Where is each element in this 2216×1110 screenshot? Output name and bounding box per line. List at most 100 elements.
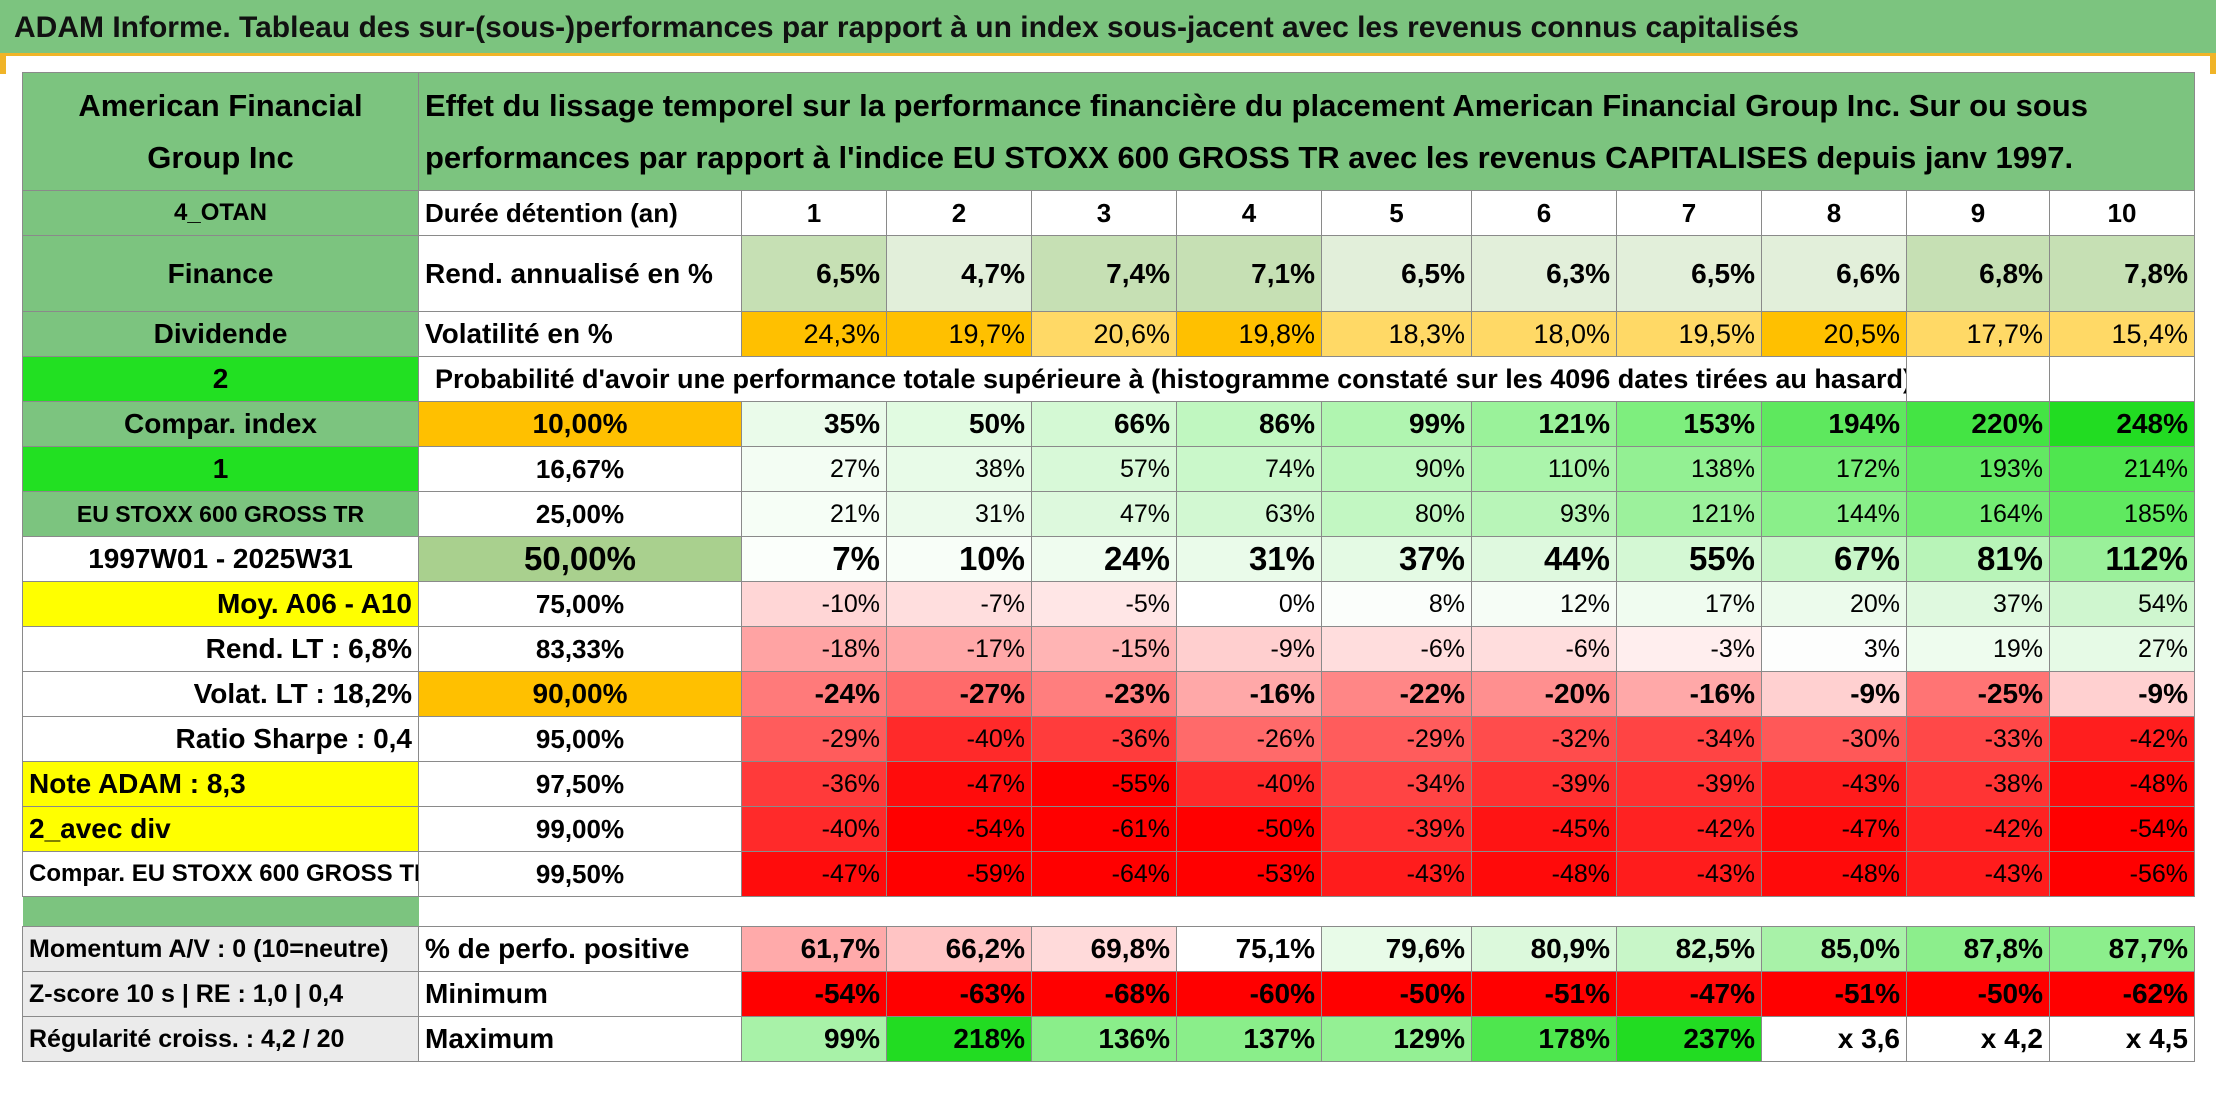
volatility-cell: 18,3%	[1321, 311, 1472, 357]
row-label: Volatilité en %	[418, 311, 742, 357]
quantile-value: -34%	[1321, 761, 1472, 807]
quantile-value: -10%	[741, 581, 887, 627]
spacer-cell	[1907, 897, 2050, 927]
stats-value: x 4,2	[1906, 1016, 2050, 1062]
quantile-value: -56%	[2049, 851, 2195, 897]
duration-header: 8	[1761, 190, 1907, 236]
header-row: American Financial Group Inc Effet du li…	[22, 72, 2195, 191]
stats-value: 79,6%	[1321, 926, 1472, 972]
row-label: Maximum	[418, 1016, 742, 1062]
stats-value: 61,7%	[741, 926, 887, 972]
stats-value: 85,0%	[1761, 926, 1907, 972]
quantile-value: -48%	[1761, 851, 1907, 897]
stats-value: -60%	[1176, 971, 1322, 1017]
quantile-value: 138%	[1616, 446, 1762, 492]
quantile-value: -39%	[1616, 761, 1762, 807]
quantile-value: 80%	[1321, 491, 1472, 537]
quantile-value: -36%	[1031, 716, 1177, 762]
side-label: Compar. index	[22, 401, 419, 447]
stats-value: 178%	[1471, 1016, 1617, 1062]
quantile-value: 194%	[1761, 401, 1907, 447]
quantile-value: 50%	[886, 401, 1032, 447]
stats-value: -47%	[1616, 971, 1762, 1017]
return-cell: 7,8%	[2049, 235, 2195, 312]
volatility-cell: 19,8%	[1176, 311, 1322, 357]
quantile-value: 0%	[1176, 581, 1322, 627]
quantile-value: -29%	[1321, 716, 1472, 762]
side-label: Finance	[22, 235, 419, 312]
quantile-value: -48%	[1471, 851, 1617, 897]
quantile-value: -47%	[886, 761, 1032, 807]
quantile-row: 1997W01 - 2025W31 50,00% 7% 10% 24% 31% 37% 44%…	[22, 536, 2195, 582]
quantile-value: 66%	[1031, 401, 1177, 447]
quantile-value: 121%	[1616, 491, 1762, 537]
duration-header: 10	[2049, 190, 2195, 236]
quantile-percent: 16,67%	[418, 446, 742, 492]
duration-header: 3	[1031, 190, 1177, 236]
side-label: Rend. LT : 6,8%	[22, 626, 419, 672]
stats-value: 237%	[1616, 1016, 1762, 1062]
quantile-value: 10%	[886, 536, 1032, 582]
side-label: Moy. A06 - A10	[22, 581, 419, 627]
side-label: 2	[22, 356, 419, 402]
quantile-percent: 99,50%	[418, 851, 742, 897]
side-label: 1997W01 - 2025W31	[22, 536, 419, 582]
quantile-value: -39%	[1321, 806, 1472, 852]
quantile-value: 19%	[1906, 626, 2050, 672]
stats-row: Z-score 10 s | RE : 1,0 | 0,4 Minimum -54%…	[22, 971, 2195, 1017]
quantile-value: 67%	[1761, 536, 1907, 582]
volatility-row: Dividende Volatilité en % 24,3% 19,7% 20,6% 1…	[22, 311, 2195, 357]
quantile-value: -5%	[1031, 581, 1177, 627]
probability-caption: Probabilité d'avoir une performance tota…	[418, 356, 1907, 402]
spacer-cell	[1617, 897, 1762, 927]
quantile-value: 7%	[741, 536, 887, 582]
quantile-row: Rend. LT : 6,8% 83,33% -18% -17% -15% -9% -6% -…	[22, 626, 2195, 672]
quantile-row: EU STOXX 600 GROSS TR 25,00% 21% 31% 47% 63% 8…	[22, 491, 2195, 537]
quantile-value: -6%	[1321, 626, 1472, 672]
row-label: Rend. annualisé en %	[418, 235, 742, 312]
quantile-row: Volat. LT : 18,2% 90,00% -24% -27% -23% -16% -…	[22, 671, 2195, 717]
quantile-value: -7%	[886, 581, 1032, 627]
return-cell: 6,8%	[1906, 235, 2050, 312]
quantile-value: -26%	[1176, 716, 1322, 762]
quantile-value: 172%	[1761, 446, 1907, 492]
side-label: Z-score 10 s | RE : 1,0 | 0,4	[22, 971, 419, 1017]
quantile-row: Compar. index 10,00% 35% 50% 66% 86% 99% 121% 15…	[22, 401, 2195, 447]
quantile-value: -50%	[1176, 806, 1322, 852]
performance-table: American Financial Group Inc Effet du li…	[22, 72, 2195, 1062]
stats-value: x 3,6	[1761, 1016, 1907, 1062]
spacer-cell	[419, 897, 742, 927]
quantile-value: -20%	[1471, 671, 1617, 717]
quantile-value: -3%	[1616, 626, 1762, 672]
stats-value: 99%	[741, 1016, 887, 1062]
quantile-value: -33%	[1906, 716, 2050, 762]
quantile-row: Note ADAM : 8,3 97,50% -36% -47% -55% -40% -34…	[22, 761, 2195, 807]
duration-header: 5	[1321, 190, 1472, 236]
stats-value: -51%	[1471, 971, 1617, 1017]
quantile-value: 17%	[1616, 581, 1762, 627]
table-description: Effet du lissage temporel sur la perform…	[418, 72, 2195, 191]
quantile-value: 27%	[2049, 626, 2195, 672]
quantile-value: -34%	[1616, 716, 1762, 762]
quantile-value: 24%	[1031, 536, 1177, 582]
stats-row: Régularité croiss. : 4,2 / 20 Maximum 99% 2…	[22, 1016, 2195, 1062]
quantile-value: 214%	[2049, 446, 2195, 492]
quantile-value: -38%	[1906, 761, 2050, 807]
quantile-value: -55%	[1031, 761, 1177, 807]
quantile-value: 74%	[1176, 446, 1322, 492]
side-label: 4_OTAN	[22, 190, 419, 236]
stats-value: 136%	[1031, 1016, 1177, 1062]
report-banner: ADAM Informe. Tableau des sur-(sous-)per…	[0, 0, 2216, 56]
volatility-cell: 20,6%	[1031, 311, 1177, 357]
duration-header: 1	[741, 190, 887, 236]
quantile-value: -48%	[2049, 761, 2195, 807]
side-label: Volat. LT : 18,2%	[22, 671, 419, 717]
stats-value: 87,7%	[2049, 926, 2195, 972]
quantile-value: -23%	[1031, 671, 1177, 717]
quantile-row: Ratio Sharpe : 0,4 95,00% -29% -40% -36% -26%…	[22, 716, 2195, 762]
quantile-value: 164%	[1906, 491, 2050, 537]
quantile-value: -45%	[1471, 806, 1617, 852]
quantile-value: -6%	[1471, 626, 1617, 672]
return-cell: 4,7%	[886, 235, 1032, 312]
quantile-value: 35%	[741, 401, 887, 447]
